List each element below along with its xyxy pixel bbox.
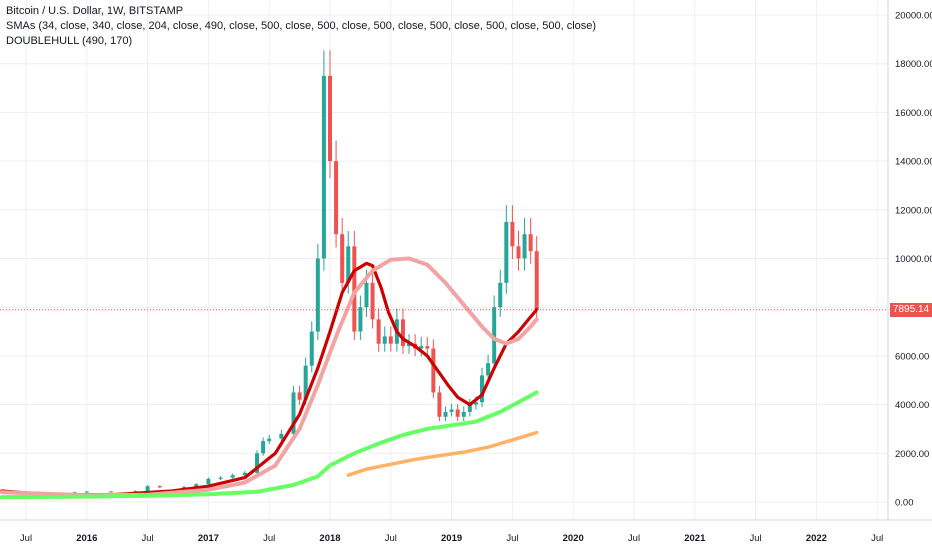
price-candle <box>486 363 491 376</box>
x-tick-label: Jul <box>871 533 883 544</box>
x-tick-label: Jul <box>628 533 640 544</box>
price-candle <box>388 336 393 344</box>
y-axis-ticks[interactable]: 20000.00 18000.00 16000.00 14000.00 12000.00… <box>895 11 932 509</box>
price-candle <box>370 282 375 320</box>
price-candle <box>480 375 484 403</box>
y-tick-label: 12000.00 <box>895 205 932 216</box>
price-candle <box>419 346 424 349</box>
price-candle <box>492 307 497 364</box>
price-candle <box>157 486 162 488</box>
price-candle <box>206 478 211 485</box>
symbol-title[interactable]: Bitcoin / U.S. Dollar, 1W, BITSTAMP <box>6 5 184 17</box>
x-tick-label: 2019 <box>441 533 462 544</box>
price-candle <box>455 409 460 417</box>
y-tick-label: 0.00 <box>895 498 914 509</box>
y-tick-label: 20000.00 <box>895 11 932 22</box>
price-candle <box>133 491 138 493</box>
x-tick-label: Jul <box>263 533 275 544</box>
price-candle <box>437 392 442 417</box>
price-candle <box>255 453 260 473</box>
y-tick-label: 6000.00 <box>895 351 929 362</box>
price-candle <box>145 486 150 492</box>
hull-red-line <box>0 261 539 497</box>
price-candle <box>309 331 314 366</box>
y-tick-label: 4000.00 <box>895 400 929 411</box>
x-tick-label: 2022 <box>806 533 827 544</box>
x-tick-label: Jul <box>20 533 32 544</box>
price-candle <box>84 491 89 493</box>
price-candle <box>407 343 412 347</box>
x-axis-ticks[interactable]: Jul 2016 Jul 2017 Jul 2018 Jul 2019 Jul 2020 Jul 20… <box>20 533 883 544</box>
price-candle <box>498 282 503 308</box>
price-candle <box>510 221 515 247</box>
price-candle <box>109 491 114 493</box>
x-tick-label: Jul <box>142 533 154 544</box>
indicator-lines <box>0 256 539 500</box>
x-tick-label: 2021 <box>684 533 706 544</box>
price-candle <box>461 411 466 417</box>
price-candle <box>194 484 199 487</box>
price-candle <box>279 433 284 439</box>
y-tick-label: 14000.00 <box>895 157 932 168</box>
price-candle <box>467 404 472 412</box>
price-candle <box>382 336 387 344</box>
price-candle <box>230 475 235 478</box>
y-tick-label: 16000.00 <box>895 108 932 119</box>
price-candle <box>291 392 296 434</box>
last-price-tag: 7895.14 <box>890 302 932 317</box>
price-candle <box>334 161 339 235</box>
x-tick-label: 2017 <box>198 533 219 544</box>
green-sma-line <box>0 390 539 500</box>
price-candle <box>340 234 345 283</box>
price-bars <box>24 50 539 497</box>
x-tick-label: Jul <box>750 533 762 544</box>
price-candle <box>400 319 405 347</box>
price-candle <box>528 234 533 252</box>
price-candle <box>473 402 478 405</box>
price-candle <box>449 409 454 412</box>
price-candle <box>352 246 357 332</box>
y-tick-label: 2000.00 <box>895 449 929 460</box>
x-tick-label: 2018 <box>319 533 340 544</box>
x-tick-label: Jul <box>385 533 397 544</box>
price-candle <box>504 221 509 283</box>
hull-pink-line <box>0 256 539 498</box>
doublehull-indicator-label[interactable]: DOUBLEHULL (490, 170) <box>6 35 133 47</box>
price-candle <box>297 392 302 400</box>
orange-sma-line <box>346 430 539 477</box>
chart-legend: Bitcoin / U.S. Dollar, 1W, BITSTAMP SMAs… <box>6 4 596 49</box>
price-candle <box>534 251 539 310</box>
x-tick-label: 2020 <box>563 533 584 544</box>
price-candle <box>261 441 266 454</box>
price-candle <box>321 75 326 259</box>
sma-indicator-label[interactable]: SMAs (34, close, 340, close, 204, close,… <box>6 20 597 32</box>
price-candle <box>516 246 521 259</box>
price-candle <box>182 486 187 488</box>
price-candle <box>315 258 320 332</box>
price-candle <box>522 234 527 259</box>
y-tick-label: 10000.00 <box>895 254 932 265</box>
price-candle <box>328 75 332 162</box>
y-tick-label: 18000.00 <box>895 59 932 70</box>
price-candle <box>242 472 247 476</box>
price-candle <box>443 411 448 417</box>
price-candle <box>267 438 272 442</box>
x-tick-label: Jul <box>506 533 518 544</box>
price-candle <box>303 365 308 400</box>
price-candle <box>358 307 363 332</box>
price-candle <box>364 282 369 308</box>
price-candle <box>425 346 430 349</box>
price-candle <box>431 348 436 393</box>
price-candle <box>218 477 223 479</box>
x-tick-label: 2016 <box>76 533 97 544</box>
price-candle <box>376 319 381 344</box>
grid-lines <box>0 0 888 520</box>
price-candle <box>346 246 351 283</box>
